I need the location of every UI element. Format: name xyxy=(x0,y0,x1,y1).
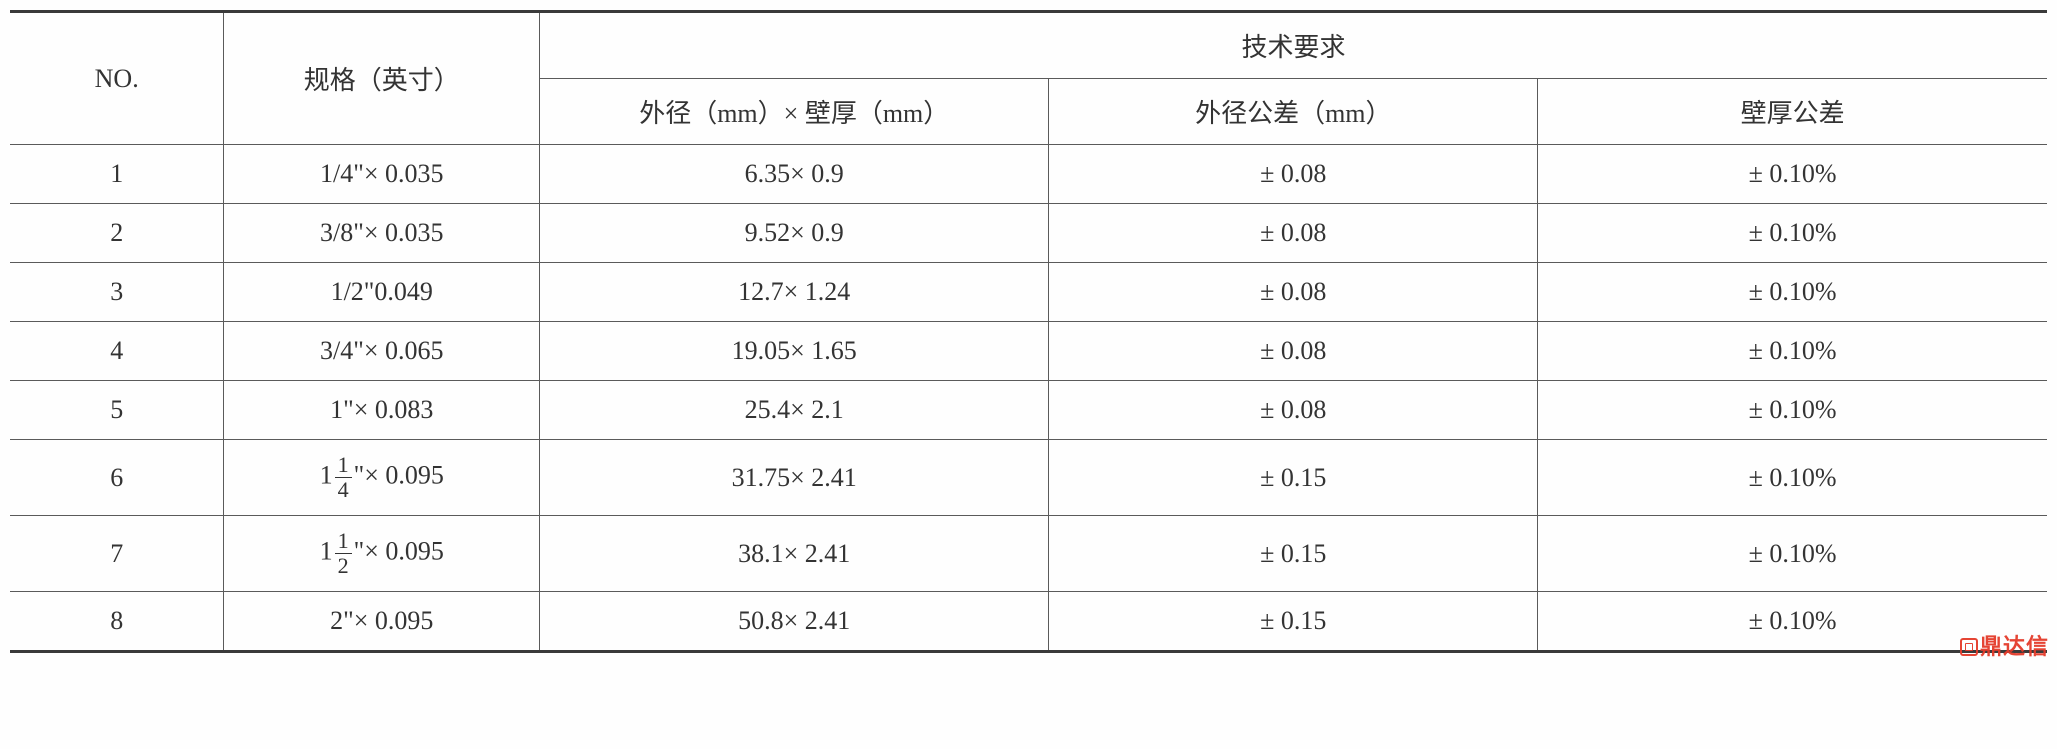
cell-wall-tol: ± 0.10% xyxy=(1538,440,2047,516)
cell-outer-x-wall: 25.4× 2.1 xyxy=(540,381,1049,440)
cell-outer-tol: ± 0.15 xyxy=(1049,516,1538,592)
cell-outer-tol: ± 0.08 xyxy=(1049,263,1538,322)
cell-spec: 114"× 0.095 xyxy=(224,440,540,516)
fraction-denominator: 2 xyxy=(335,554,352,577)
col-header-spec: 规格（英寸） xyxy=(224,12,540,145)
cell-outer-x-wall: 38.1× 2.41 xyxy=(540,516,1049,592)
spec-fraction: 12 xyxy=(335,530,352,577)
cell-no: 4 xyxy=(10,322,224,381)
col-header-outer-x-wall: 外径（mm）× 壁厚（mm） xyxy=(540,79,1049,145)
cell-outer-tol: ± 0.15 xyxy=(1049,440,1538,516)
cell-outer-tol: ± 0.08 xyxy=(1049,204,1538,263)
cell-outer-tol: ± 0.08 xyxy=(1049,322,1538,381)
cell-wall-tol: ± 0.10% xyxy=(1538,263,2047,322)
cell-wall-tol: ± 0.10% xyxy=(1538,204,2047,263)
fraction-denominator: 4 xyxy=(335,478,352,501)
table-row: 6114"× 0.09531.75× 2.41± 0.15± 0.10% xyxy=(10,440,2047,516)
cell-outer-x-wall: 9.52× 0.9 xyxy=(540,204,1049,263)
cell-outer-x-wall: 6.35× 0.9 xyxy=(540,145,1049,204)
cell-outer-tol: ± 0.15 xyxy=(1049,592,1538,652)
table-row: 23/8"× 0.0359.52× 0.9± 0.08± 0.10% xyxy=(10,204,2047,263)
table-header: NO. 规格（英寸） 技术要求 外径（mm）× 壁厚（mm） 外径公差（mm） … xyxy=(10,12,2047,145)
spec-table-container: NO. 规格（英寸） 技术要求 外径（mm）× 壁厚（mm） 外径公差（mm） … xyxy=(10,10,2047,653)
cell-wall-tol: ± 0.10% xyxy=(1538,516,2047,592)
cell-spec: 2"× 0.095 xyxy=(224,592,540,652)
table-row: 82"× 0.09550.8× 2.41± 0.15± 0.10% xyxy=(10,592,2047,652)
watermark-text: 鼎达信 xyxy=(1980,634,2049,659)
cell-spec: 1/4"× 0.035 xyxy=(224,145,540,204)
cell-spec: 3/8"× 0.035 xyxy=(224,204,540,263)
col-header-wall-tol: 壁厚公差 xyxy=(1538,79,2047,145)
watermark-icon xyxy=(1960,638,1978,656)
cell-spec: 1"× 0.083 xyxy=(224,381,540,440)
table-body: 11/4"× 0.0356.35× 0.9± 0.08± 0.10%23/8"×… xyxy=(10,145,2047,652)
cell-spec: 3/4"× 0.065 xyxy=(224,322,540,381)
table-row: 11/4"× 0.0356.35× 0.9± 0.08± 0.10% xyxy=(10,145,2047,204)
cell-no: 3 xyxy=(10,263,224,322)
col-header-outer-tol: 外径公差（mm） xyxy=(1049,79,1538,145)
table-row: 31/2"0.04912.7× 1.24± 0.08± 0.10% xyxy=(10,263,2047,322)
fraction-numerator: 1 xyxy=(335,454,352,478)
cell-wall-tol: ± 0.10% xyxy=(1538,145,2047,204)
spec-table: NO. 规格（英寸） 技术要求 外径（mm）× 壁厚（mm） 外径公差（mm） … xyxy=(10,10,2047,653)
watermark: 鼎达信 xyxy=(1960,629,2049,661)
cell-outer-x-wall: 50.8× 2.41 xyxy=(540,592,1049,652)
table-row: 7112"× 0.09538.1× 2.41± 0.15± 0.10% xyxy=(10,516,2047,592)
spec-whole: 1 xyxy=(320,461,333,490)
cell-no: 1 xyxy=(10,145,224,204)
cell-outer-x-wall: 12.7× 1.24 xyxy=(540,263,1049,322)
spec-suffix: "× 0.095 xyxy=(354,537,444,566)
spec-suffix: "× 0.095 xyxy=(354,461,444,490)
cell-no: 8 xyxy=(10,592,224,652)
table-row: 43/4"× 0.06519.05× 1.65± 0.08± 0.10% xyxy=(10,322,2047,381)
cell-no: 2 xyxy=(10,204,224,263)
cell-no: 5 xyxy=(10,381,224,440)
spec-whole: 1 xyxy=(320,537,333,566)
cell-outer-x-wall: 31.75× 2.41 xyxy=(540,440,1049,516)
cell-spec: 1/2"0.049 xyxy=(224,263,540,322)
cell-outer-tol: ± 0.08 xyxy=(1049,145,1538,204)
cell-spec: 112"× 0.095 xyxy=(224,516,540,592)
cell-outer-x-wall: 19.05× 1.65 xyxy=(540,322,1049,381)
col-header-tech-group: 技术要求 xyxy=(540,12,2047,79)
cell-wall-tol: ± 0.10% xyxy=(1538,322,2047,381)
cell-outer-tol: ± 0.08 xyxy=(1049,381,1538,440)
spec-fraction: 14 xyxy=(335,454,352,501)
table-row: 51"× 0.08325.4× 2.1± 0.08± 0.10% xyxy=(10,381,2047,440)
cell-no: 7 xyxy=(10,516,224,592)
col-header-no: NO. xyxy=(10,12,224,145)
cell-no: 6 xyxy=(10,440,224,516)
cell-wall-tol: ± 0.10% xyxy=(1538,381,2047,440)
fraction-numerator: 1 xyxy=(335,530,352,554)
